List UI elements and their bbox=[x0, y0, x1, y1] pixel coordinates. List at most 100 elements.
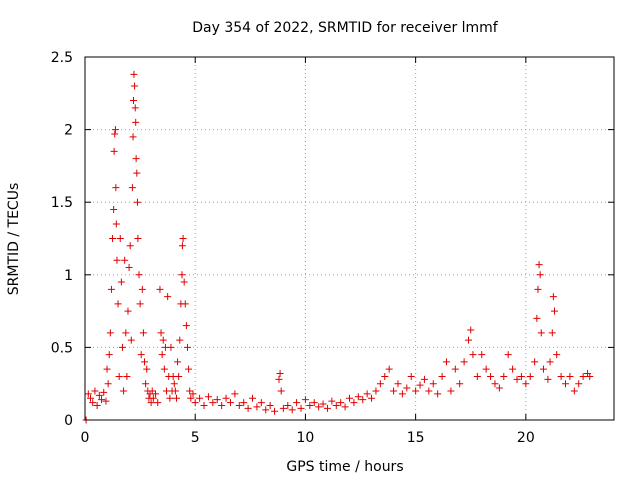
data-point bbox=[166, 394, 174, 402]
data-point bbox=[271, 407, 279, 415]
data-point bbox=[456, 380, 464, 388]
data-point bbox=[141, 358, 149, 366]
data-point bbox=[104, 380, 112, 388]
data-points bbox=[82, 70, 594, 424]
data-point bbox=[504, 351, 512, 359]
data-point bbox=[509, 365, 517, 373]
data-point bbox=[429, 380, 437, 388]
data-point bbox=[137, 351, 145, 359]
data-point bbox=[187, 394, 195, 402]
y-tick-label: 1.5 bbox=[51, 195, 73, 211]
data-point bbox=[570, 387, 578, 395]
data-point bbox=[174, 358, 182, 366]
data-point bbox=[131, 82, 139, 90]
data-point bbox=[403, 384, 411, 392]
x-axis-label: GPS time / hours bbox=[286, 459, 403, 475]
data-point bbox=[129, 97, 137, 105]
data-point bbox=[186, 387, 194, 395]
data-point bbox=[154, 399, 162, 407]
data-point bbox=[306, 401, 314, 409]
data-point bbox=[179, 235, 187, 242]
y-tick-label: 0.5 bbox=[51, 340, 73, 356]
data-point bbox=[138, 285, 146, 293]
axis-ticks bbox=[84, 56, 614, 421]
data-point bbox=[586, 372, 594, 380]
data-point bbox=[546, 358, 554, 366]
data-point bbox=[275, 375, 283, 383]
data-point bbox=[87, 394, 95, 402]
data-point bbox=[266, 401, 274, 409]
data-point bbox=[553, 351, 561, 359]
data-point bbox=[121, 256, 129, 264]
data-point bbox=[482, 365, 490, 373]
data-point bbox=[491, 380, 499, 388]
y-tick-label: 1 bbox=[64, 268, 73, 284]
data-point bbox=[533, 314, 541, 322]
data-point bbox=[135, 271, 143, 279]
data-point bbox=[323, 404, 331, 412]
data-point bbox=[293, 399, 301, 407]
data-point bbox=[172, 394, 180, 402]
data-point bbox=[557, 372, 565, 380]
data-point bbox=[171, 387, 179, 395]
data-point bbox=[390, 387, 398, 395]
data-point bbox=[575, 380, 583, 388]
data-point bbox=[149, 394, 157, 402]
data-point bbox=[122, 329, 130, 337]
data-point bbox=[95, 391, 103, 399]
data-point bbox=[152, 390, 160, 398]
data-point bbox=[117, 278, 125, 286]
data-point bbox=[526, 372, 534, 380]
data-point bbox=[132, 155, 140, 163]
data-point bbox=[249, 394, 257, 402]
data-point bbox=[288, 406, 296, 414]
data-point bbox=[180, 278, 188, 286]
data-point bbox=[98, 396, 106, 404]
data-point bbox=[420, 375, 428, 383]
data-point bbox=[204, 393, 212, 401]
data-point bbox=[407, 372, 415, 380]
data-point bbox=[100, 388, 108, 396]
data-point bbox=[350, 399, 358, 407]
data-point bbox=[332, 401, 340, 409]
data-point bbox=[103, 365, 111, 373]
data-point bbox=[522, 380, 530, 388]
x-tick-label: 10 bbox=[297, 430, 315, 446]
data-point bbox=[181, 300, 189, 308]
data-point bbox=[159, 336, 167, 344]
data-point bbox=[170, 380, 178, 388]
data-point bbox=[147, 399, 155, 407]
data-point bbox=[142, 380, 150, 388]
data-point bbox=[133, 169, 141, 177]
data-point bbox=[213, 396, 221, 404]
data-point bbox=[385, 365, 393, 373]
data-point bbox=[191, 399, 199, 407]
data-point bbox=[372, 387, 380, 395]
data-point bbox=[276, 370, 284, 378]
data-point bbox=[297, 404, 305, 412]
data-point bbox=[394, 380, 402, 388]
data-point bbox=[579, 372, 587, 380]
data-point bbox=[495, 384, 503, 392]
y-tick-label: 2.5 bbox=[51, 50, 73, 66]
data-point bbox=[548, 329, 556, 337]
data-point bbox=[226, 399, 234, 407]
data-point bbox=[110, 147, 118, 155]
data-point bbox=[473, 372, 481, 380]
data-point bbox=[425, 387, 433, 395]
data-point bbox=[128, 184, 136, 192]
data-point bbox=[158, 351, 166, 359]
data-point bbox=[124, 307, 132, 315]
data-point bbox=[235, 401, 243, 409]
data-point bbox=[359, 396, 367, 404]
data-point bbox=[84, 390, 92, 398]
data-point bbox=[451, 365, 459, 373]
grid-lines bbox=[85, 57, 614, 420]
data-point bbox=[500, 372, 508, 380]
data-point bbox=[160, 365, 168, 373]
y-tick-labels: 0 0.5 1 1.5 2 2.5 bbox=[51, 50, 73, 429]
data-point bbox=[253, 403, 261, 411]
data-point bbox=[132, 118, 140, 126]
data-point bbox=[231, 390, 239, 398]
data-point bbox=[544, 375, 552, 383]
